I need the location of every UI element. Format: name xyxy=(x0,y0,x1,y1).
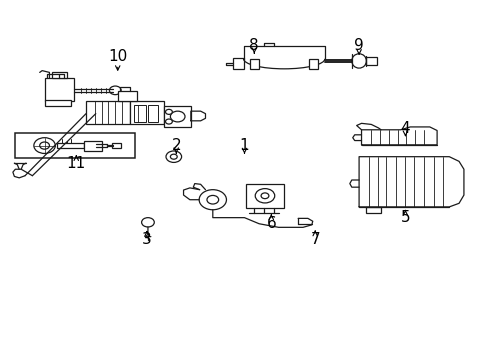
Text: 1: 1 xyxy=(239,139,249,153)
Circle shape xyxy=(170,154,177,159)
Circle shape xyxy=(34,138,55,153)
Circle shape xyxy=(170,111,184,122)
Text: 5: 5 xyxy=(400,210,409,225)
Text: 7: 7 xyxy=(310,232,319,247)
Bar xyxy=(83,140,102,150)
Bar xyxy=(130,101,163,125)
Circle shape xyxy=(40,142,49,149)
Bar xyxy=(112,143,121,148)
Circle shape xyxy=(165,109,172,114)
Text: 4: 4 xyxy=(400,121,409,135)
Bar xyxy=(250,59,259,69)
Bar xyxy=(148,105,158,122)
Text: 3: 3 xyxy=(142,232,152,247)
Circle shape xyxy=(109,86,121,95)
Circle shape xyxy=(206,195,218,204)
Bar xyxy=(44,78,74,101)
Bar xyxy=(232,58,243,69)
Bar xyxy=(134,105,146,122)
Text: 2: 2 xyxy=(171,139,181,153)
Text: 9: 9 xyxy=(353,38,363,53)
Circle shape xyxy=(199,190,226,210)
Text: 10: 10 xyxy=(108,49,127,64)
Bar xyxy=(52,72,66,78)
Bar xyxy=(163,106,190,127)
Circle shape xyxy=(165,119,172,124)
Bar xyxy=(15,134,135,158)
Text: 6: 6 xyxy=(266,216,276,230)
Text: 11: 11 xyxy=(66,156,86,171)
Bar xyxy=(308,59,317,69)
Bar xyxy=(366,57,376,64)
Bar xyxy=(366,207,380,213)
Bar xyxy=(245,184,284,208)
Circle shape xyxy=(255,189,274,203)
Text: 8: 8 xyxy=(249,38,259,53)
Circle shape xyxy=(165,151,181,162)
Bar xyxy=(44,100,71,107)
Circle shape xyxy=(261,193,268,199)
Circle shape xyxy=(142,218,154,227)
Bar xyxy=(57,143,83,148)
Bar xyxy=(86,101,130,125)
Bar xyxy=(118,91,137,101)
